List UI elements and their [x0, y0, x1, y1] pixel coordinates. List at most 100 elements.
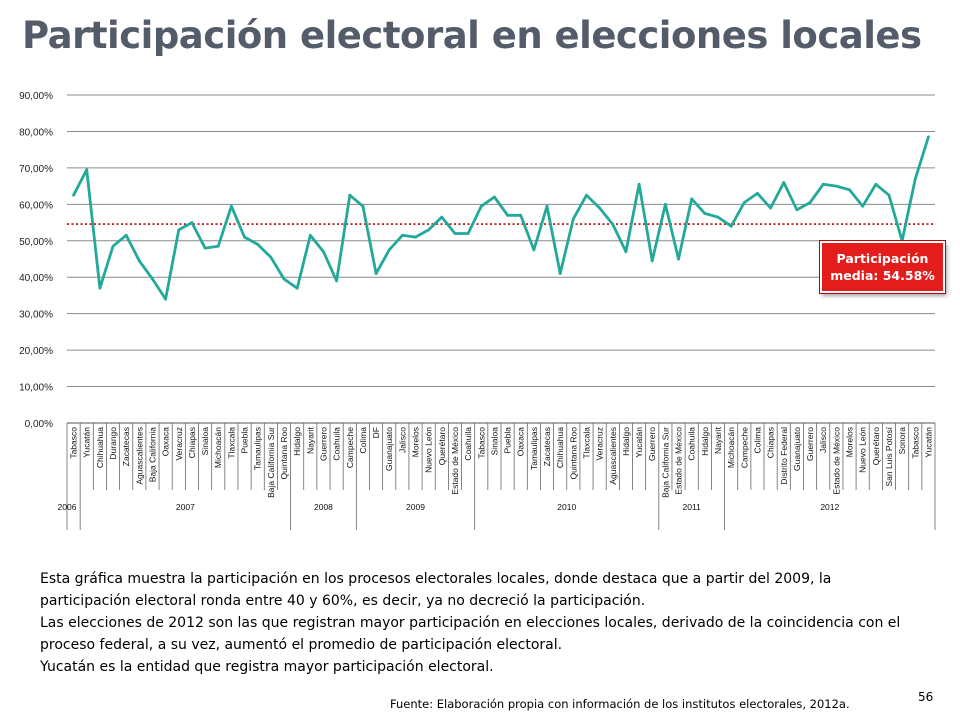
year-label: 2012 — [820, 502, 839, 512]
x-tick-label: Tlaxcala — [226, 427, 236, 459]
data-point — [374, 272, 378, 275]
x-tick-label: Aguascalientes — [608, 427, 618, 485]
x-tick-label: Oaxaca — [161, 427, 171, 457]
x-tick-label: Guerrero — [805, 427, 815, 461]
x-tick-label: Michoacán — [213, 427, 223, 468]
data-point — [151, 277, 154, 281]
data-point — [440, 215, 444, 219]
x-tick-label: Estado de México — [674, 427, 684, 495]
x-tick-label: Yucatán — [923, 427, 933, 458]
data-point — [663, 202, 667, 206]
data-point — [308, 233, 312, 237]
year-label: 2009 — [406, 502, 425, 512]
data-point — [387, 248, 391, 252]
x-tick-label: Jalisco — [818, 427, 828, 453]
data-point — [479, 204, 483, 208]
x-tick-label: Campeche — [739, 427, 749, 468]
x-tick-label: Querétaro — [437, 427, 447, 466]
data-point — [821, 182, 825, 186]
data-point — [624, 250, 628, 254]
x-tick-label: Guanajuato — [792, 427, 802, 471]
data-point — [585, 193, 588, 197]
data-point — [558, 272, 562, 275]
year-label: 2006 — [58, 502, 77, 512]
x-tick-label: Baja California Sur — [660, 427, 670, 498]
x-tick-label: Veracruz — [595, 427, 605, 461]
x-tick-label: San Luis Potosí — [884, 426, 894, 486]
data-point — [519, 213, 523, 217]
y-tick-label: 80,00% — [19, 127, 53, 138]
data-point — [322, 250, 325, 254]
mean-annotation-box: Participación media: 54.58% — [820, 241, 945, 293]
x-tick-label: Nuevo León — [858, 427, 868, 473]
x-tick-label: Querétaro — [871, 427, 881, 466]
data-point — [190, 221, 194, 224]
x-tick-label: Coahuila — [463, 427, 473, 461]
x-tick-label: Sinaloa — [489, 427, 499, 456]
data-point — [927, 135, 930, 139]
x-tick-label: Hidalgo — [621, 427, 631, 456]
page-number: 56 — [918, 690, 934, 704]
data-point — [85, 168, 89, 172]
data-point — [637, 182, 641, 186]
x-tick-label: Morelos — [411, 427, 421, 457]
data-point — [229, 204, 233, 208]
data-point — [795, 208, 799, 212]
x-tick-label: Campeche — [345, 427, 355, 468]
y-tick-label: 60,00% — [19, 200, 53, 211]
x-tick-label: Zacatecas — [121, 427, 131, 466]
x-tick-label: Tabasco — [910, 427, 920, 459]
data-point — [677, 257, 680, 261]
x-tick-label: Nayarit — [305, 426, 315, 454]
x-tick-label: Distrito Federal — [779, 427, 789, 485]
data-point — [650, 259, 654, 263]
x-tick-label: Sonora — [897, 427, 907, 455]
x-tick-label: Quintana Roo — [279, 427, 289, 480]
data-point — [703, 212, 707, 215]
x-tick-label: Nayarit — [713, 426, 723, 454]
participation-line-chart: 0,00% 10,00% 20,00% 30,00% 40,00% 50,00% 60,00… — [19, 91, 936, 530]
data-point — [111, 244, 115, 248]
x-tick-label: Tabasco — [69, 427, 79, 459]
year-label: 2010 — [557, 502, 576, 512]
x-tick-label: Zacatecas — [542, 427, 552, 466]
mean-annotation-line2: media: 54.58% — [830, 268, 935, 283]
data-point — [400, 233, 404, 237]
data-point — [716, 215, 720, 219]
x-tick-label: Sinaloa — [200, 427, 210, 456]
data-point — [532, 248, 536, 252]
data-point — [137, 259, 141, 263]
x-tick-label: Durango — [108, 427, 118, 460]
x-tick-label: Quintana Roo — [568, 427, 578, 480]
data-point — [361, 204, 365, 208]
data-point — [611, 222, 615, 226]
x-tick-label: Coahuila — [332, 427, 342, 461]
x-tick-label: Hidalgo — [700, 427, 710, 456]
x-tick-label: Yucatán — [82, 427, 92, 458]
data-point — [414, 235, 417, 239]
y-tick-label: 30,00% — [19, 310, 53, 321]
data-point — [506, 213, 509, 217]
page-title: Participación electoral en elecciones lo… — [22, 14, 922, 57]
x-tick-label: Tlaxcala — [581, 427, 591, 459]
x-tick-label: Morelos — [845, 427, 855, 457]
x-tick-label: Coahuila — [687, 427, 697, 461]
year-label: 2007 — [176, 502, 195, 512]
data-point — [913, 177, 917, 181]
data-point — [493, 195, 496, 199]
data-point — [769, 206, 773, 210]
x-tick-label: Yucatán — [634, 427, 644, 458]
data-point — [690, 197, 694, 201]
x-tick-label: Estado de México — [450, 427, 460, 495]
x-tick-label: Aguascalientes — [134, 427, 144, 485]
year-label: 2011 — [683, 502, 702, 512]
x-tick-label: Colima — [752, 427, 762, 454]
y-tick-label: 50,00% — [19, 237, 53, 248]
data-point — [887, 193, 891, 197]
data-point — [282, 277, 286, 281]
x-tick-label: Tamaulipas — [253, 427, 263, 470]
mean-annotation-line1: Participación — [836, 251, 929, 266]
x-tick-label: Oaxaca — [516, 427, 526, 457]
description-paragraph-2: Las elecciones de 2012 son las que regis… — [40, 615, 901, 653]
data-point — [598, 206, 602, 210]
